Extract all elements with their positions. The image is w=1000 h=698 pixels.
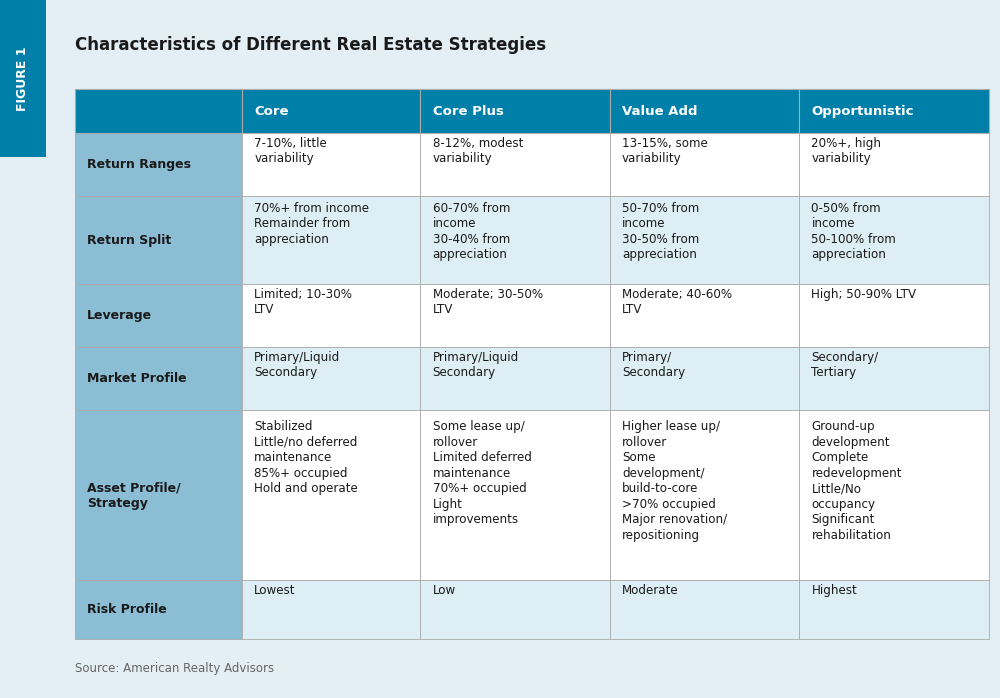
Text: Opportunistic: Opportunistic [811,105,914,118]
Text: 8-12%, modest
variability: 8-12%, modest variability [433,137,523,165]
Bar [420,580,610,639]
Text: 70%+ from income
Remainder from
appreciation: 70%+ from income Remainder from apprecia… [254,202,369,246]
Bar [242,410,420,580]
Text: 60-70% from
income
30-40% from
appreciation: 60-70% from income 30-40% from appreciat… [433,202,510,261]
Text: 7-10%, little
variability: 7-10%, little variability [254,137,327,165]
Bar [799,410,989,580]
Text: Highest: Highest [811,584,857,597]
Text: 20%+, high
variability: 20%+, high variability [811,137,881,165]
Bar [75,89,242,133]
Text: Stabilized
Little/no deferred
maintenance
85%+ occupied
Hold and operate: Stabilized Little/no deferred maintenanc… [254,420,358,496]
Bar [420,410,610,580]
Bar [610,284,799,347]
Bar [0,0,46,157]
Bar [799,347,989,410]
Bar [420,89,610,133]
Bar [242,284,420,347]
Text: Moderate; 30-50%
LTV: Moderate; 30-50% LTV [433,288,543,316]
Text: Return Ranges: Return Ranges [87,158,191,171]
Text: Higher lease up/
rollover
Some
development/
build-to-core
>70% occupied
Major re: Higher lease up/ rollover Some developme… [622,420,727,542]
Text: Market Profile: Market Profile [87,372,187,385]
Bar [799,89,989,133]
Bar [420,196,610,284]
Bar [610,347,799,410]
Text: High; 50-90% LTV: High; 50-90% LTV [811,288,917,301]
Bar [420,133,610,196]
Bar [242,580,420,639]
Text: Core Plus: Core Plus [433,105,503,118]
Text: Source: American Realty Advisors: Source: American Realty Advisors [75,662,274,675]
Bar [610,89,799,133]
Text: Lowest: Lowest [254,584,296,597]
Bar [75,580,242,639]
Text: Ground-up
development
Complete
redevelopment
Little/No
occupancy
Significant
reh: Ground-up development Complete redevelop… [811,420,902,542]
Text: 13-15%, some
variability: 13-15%, some variability [622,137,708,165]
Bar [75,410,242,580]
Text: Limited; 10-30%
LTV: Limited; 10-30% LTV [254,288,352,316]
Bar [799,196,989,284]
Bar [242,196,420,284]
Bar [610,133,799,196]
Text: Core: Core [254,105,289,118]
Text: Moderate: Moderate [622,584,679,597]
Bar [799,133,989,196]
Text: 50-70% from
income
30-50% from
appreciation: 50-70% from income 30-50% from appreciat… [622,202,699,261]
Text: Return Split: Return Split [87,234,171,246]
Bar [799,580,989,639]
Bar [610,580,799,639]
Text: Value Add: Value Add [622,105,698,118]
Text: Moderate; 40-60%
LTV: Moderate; 40-60% LTV [622,288,732,316]
Text: 0-50% from
income
50-100% from
appreciation: 0-50% from income 50-100% from appreciat… [811,202,896,261]
Text: Risk Profile: Risk Profile [87,603,167,616]
Bar [420,347,610,410]
Text: Primary/Liquid
Secondary: Primary/Liquid Secondary [254,351,340,379]
Bar [242,133,420,196]
Text: Low: Low [433,584,456,597]
Bar [799,284,989,347]
Bar [75,196,242,284]
Bar [75,133,242,196]
Bar [242,347,420,410]
Bar [420,284,610,347]
Text: Leverage: Leverage [87,309,152,322]
Text: FIGURE 1: FIGURE 1 [16,46,30,111]
Bar [242,89,420,133]
Text: Characteristics of Different Real Estate Strategies: Characteristics of Different Real Estate… [75,36,546,54]
Text: Secondary/
Tertiary: Secondary/ Tertiary [811,351,879,379]
Bar [610,410,799,580]
Text: Primary/
Secondary: Primary/ Secondary [622,351,685,379]
Bar [610,196,799,284]
Bar [75,347,242,410]
Text: Some lease up/
rollover
Limited deferred
maintenance
70%+ occupied
Light
improve: Some lease up/ rollover Limited deferred… [433,420,531,526]
Bar [75,284,242,347]
Text: Asset Profile/
Strategy: Asset Profile/ Strategy [87,481,181,510]
Text: Primary/Liquid
Secondary: Primary/Liquid Secondary [433,351,519,379]
